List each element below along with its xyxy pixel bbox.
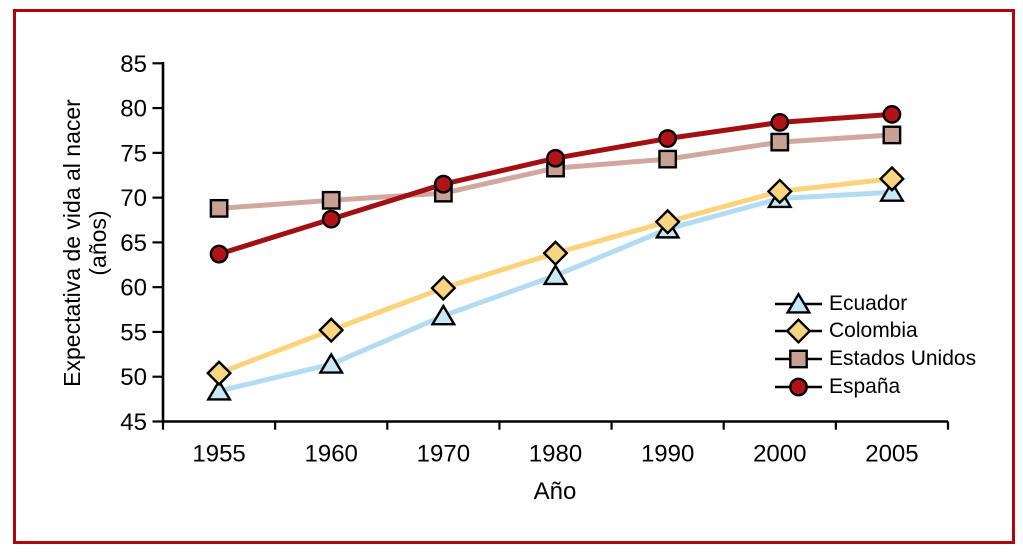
y-tick-label: 85 [120,51,147,78]
y-tick-label: 55 [120,319,147,346]
legend-label-estados-unidos: Estados Unidos [829,346,977,370]
y-tick-label: 80 [120,96,147,123]
series-colombia-marker [542,240,569,267]
series-espana-marker [433,174,453,194]
y-tick-label: 65 [120,230,147,257]
series-ecuador-marker [206,378,232,401]
y-axis-title: Expectativa de vida al nacer (años) [59,58,113,428]
legend-triangle-marker [785,291,812,314]
series-estados-unidos-marker [658,149,678,169]
x-tick-label: 1970 [417,441,470,468]
x-tick-label: 1980 [529,441,582,468]
series-ecuador-marker [430,303,457,326]
x-tick-label: 1960 [305,441,358,468]
triangle-icon [775,291,822,314]
series-colombia-marker [430,275,457,302]
legend-item-colombia: Colombia [775,318,976,346]
legend-label-ecuador: Ecuador [829,291,908,315]
y-tick-label: 50 [120,364,147,391]
series-estados-unidos-marker [321,190,341,210]
series-espana-marker [882,104,902,124]
series-estados-unidos-marker [882,125,902,145]
y-tick-label: 70 [120,185,147,212]
series-ecuador-marker [542,263,569,286]
series-colombia-marker [766,178,793,205]
series-espana-marker [209,244,229,264]
series-espana-marker [546,148,565,168]
legend-label-colombia: Colombia [829,319,918,343]
circle-icon [775,377,822,396]
series-colombia-marker [318,317,345,344]
series-colombia-marker [206,360,233,387]
legend-square-marker [789,349,808,369]
y-axis-title-line1: Expectativa de vida al nacer [59,99,85,387]
diamond-icon [775,318,822,345]
y-axis-title-line2: (años) [85,210,111,276]
y-tick-label: 45 [120,409,147,436]
series-estados-unidos-marker [209,198,229,218]
legend-item-ecuador: Ecuador [775,290,976,318]
series-espana-marker [321,209,341,229]
y-tick-label: 75 [120,140,147,167]
legend-label-espana: España [829,374,901,398]
x-tick-label: 2000 [753,441,806,468]
legend: Ecuador Colombia Estados Unidos España [775,290,976,400]
legend-diamond-marker [785,318,812,345]
series-espana-marker [658,129,678,148]
series-espana-marker [770,113,790,132]
figure-border [13,9,1015,544]
x-tick-label: 1990 [641,441,694,468]
series-ecuador-marker [318,352,345,374]
legend-item-estados-unidos: Estados Unidos [775,345,976,373]
x-tick-label: 1955 [192,441,245,468]
legend-item-espana: España [775,373,976,401]
series-espana-line [216,111,895,257]
x-tick-label: 2005 [865,441,918,468]
legend-circle-marker [789,377,808,396]
square-icon [775,349,822,369]
series-estados-unidos-marker [770,132,790,152]
series-colombia-marker [654,208,681,235]
x-axis-title: Año [533,478,577,505]
y-tick-label: 60 [120,275,147,302]
series-colombia-marker [878,165,905,192]
